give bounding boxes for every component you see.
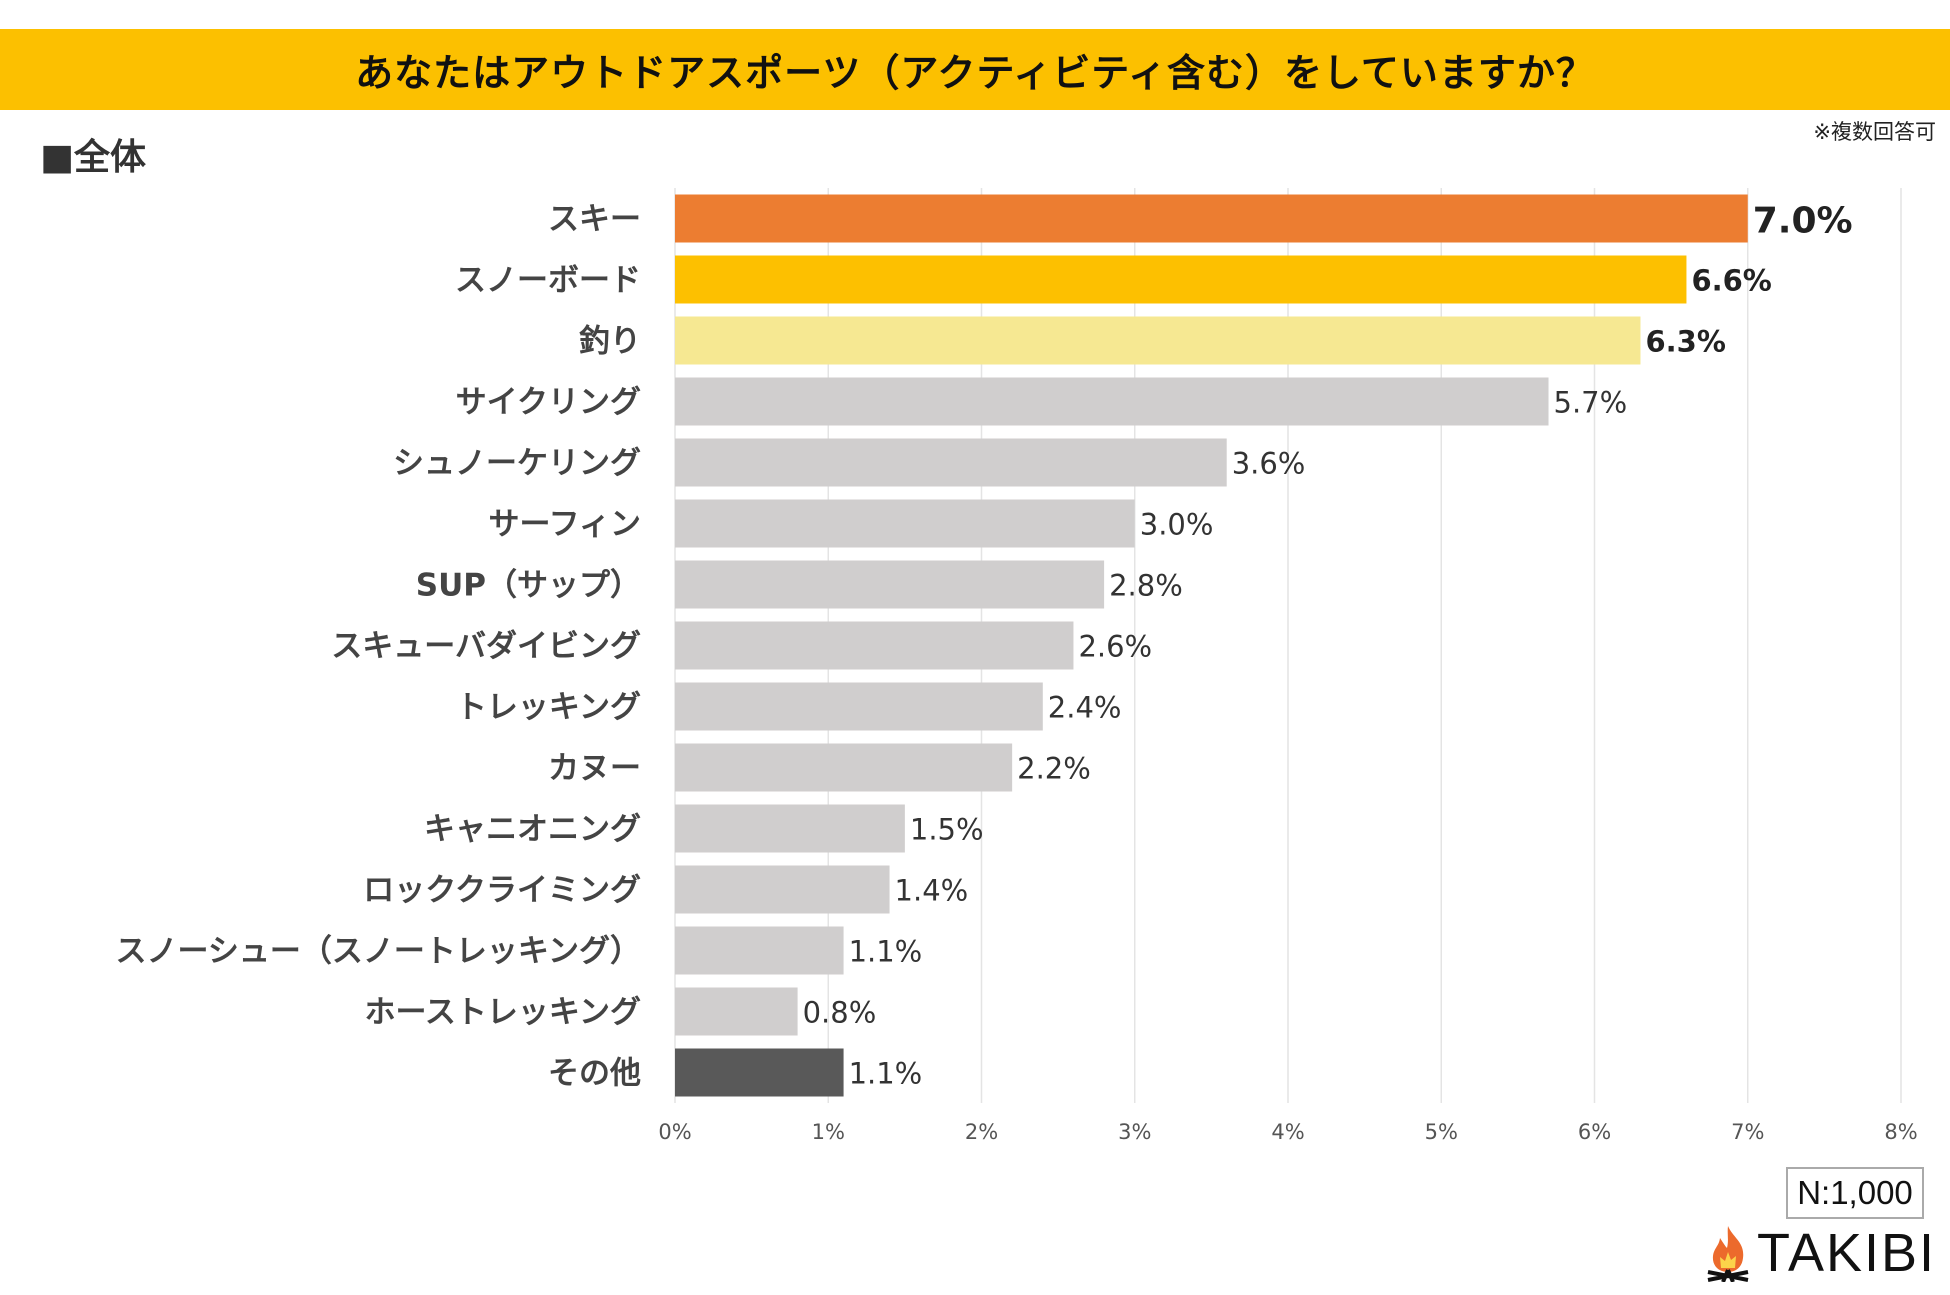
category-label: その他 — [548, 1056, 641, 1092]
bar — [675, 255, 1687, 304]
data-label: 6.3% — [1645, 325, 1725, 359]
category-label: スノーシュー（スノートレッキング） — [116, 934, 641, 970]
x-tick-label: 1% — [812, 1120, 845, 1144]
data-label: 5.7% — [1554, 386, 1628, 420]
category-label: トレッキング — [456, 690, 641, 726]
data-label: 2.8% — [1109, 569, 1183, 603]
data-label: 6.6% — [1691, 264, 1771, 298]
bar — [675, 804, 905, 853]
sample-size: N:1,000 — [1786, 1167, 1924, 1219]
category-label: ロッククライミング — [363, 873, 641, 909]
category-label: カヌー — [548, 751, 641, 787]
takibi-logo: TAKIBI — [1705, 1222, 1936, 1284]
bar — [675, 621, 1074, 670]
x-tick-label: 7% — [1731, 1120, 1764, 1144]
x-tick-label: 2% — [965, 1120, 998, 1144]
bar — [675, 316, 1641, 365]
bar — [675, 377, 1549, 426]
multiple-answer-note: ※複数回答可 — [1813, 120, 1936, 144]
x-tick-label: 0% — [658, 1120, 691, 1144]
bar — [675, 560, 1105, 609]
data-label: 3.0% — [1140, 508, 1214, 542]
x-tick-label: 6% — [1578, 1120, 1611, 1144]
bar — [675, 194, 1748, 243]
data-label: 0.8% — [803, 996, 877, 1030]
bar — [675, 987, 798, 1036]
bar-chart: 0% 1% 2% 3% 4% 5% 6% 7% 8% スキー 7.0% スノーボード 6.6% 釣り 6.3… — [116, 188, 1918, 1144]
data-label: 7.0% — [1753, 201, 1853, 242]
category-label: スキー — [548, 202, 641, 238]
data-label: 2.6% — [1078, 630, 1152, 664]
data-label: 3.6% — [1232, 447, 1306, 481]
data-label: 1.5% — [910, 813, 984, 847]
data-label: 1.4% — [895, 874, 969, 908]
data-label: 2.4% — [1048, 691, 1122, 725]
campfire-icon — [1707, 1226, 1749, 1282]
x-tick-label: 3% — [1118, 1120, 1151, 1144]
bar — [675, 438, 1227, 487]
category-label: サイクリング — [456, 385, 641, 421]
chart-title: あなたはアウトドアスポーツ（アクティビティ含む）をしていますか？ — [355, 51, 1595, 95]
data-label: 2.2% — [1017, 752, 1091, 786]
category-label: SUP（サップ） — [416, 568, 641, 604]
x-tick-label: 8% — [1884, 1120, 1917, 1144]
x-tick-label: 5% — [1425, 1120, 1458, 1144]
bar — [675, 682, 1043, 731]
category-label: スキューバダイビング — [331, 629, 641, 665]
category-label: シュノーケリング — [393, 446, 641, 482]
category-label: サーフィン — [488, 507, 641, 543]
bar — [675, 1048, 844, 1097]
bar — [675, 865, 890, 914]
bar — [675, 499, 1135, 548]
category-label: ホーストレッキング — [364, 995, 641, 1031]
title-bar: あなたはアウトドアスポーツ（アクティビティ含む）をしていますか？ — [0, 29, 1950, 110]
category-label: キャニオニング — [424, 812, 641, 848]
bar — [675, 926, 844, 975]
data-label: 1.1% — [849, 1057, 923, 1091]
category-label: 釣り — [579, 324, 641, 360]
x-tick-label: 4% — [1271, 1120, 1304, 1144]
data-label: 1.1% — [849, 935, 923, 969]
logo-text: TAKIBI — [1757, 1223, 1937, 1283]
category-label: スノーボード — [455, 263, 641, 299]
section-label: ■全体 — [40, 137, 147, 178]
bar — [675, 743, 1013, 792]
